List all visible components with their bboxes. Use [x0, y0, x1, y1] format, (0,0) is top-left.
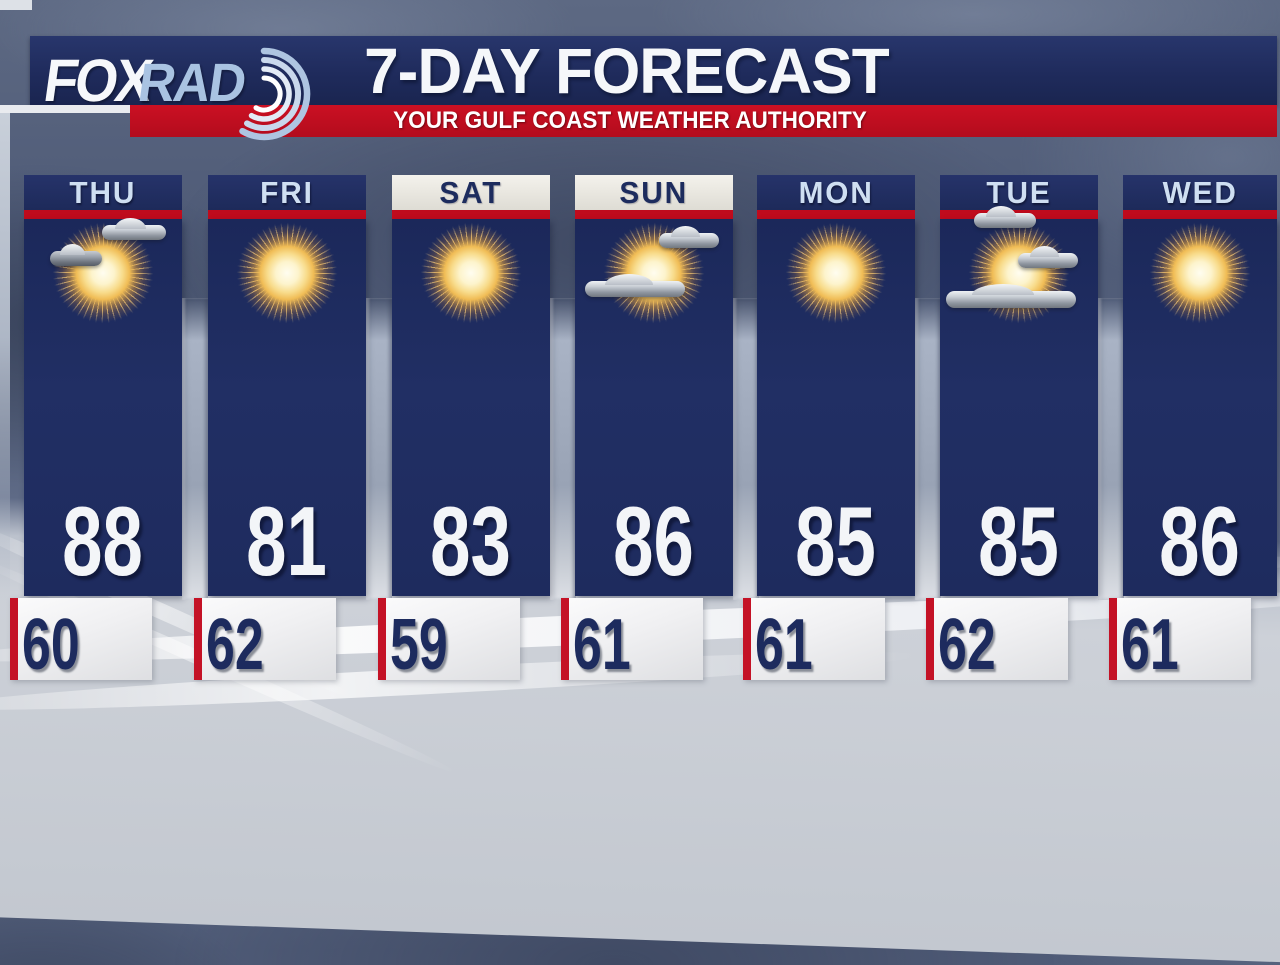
low-temp: 62: [206, 604, 264, 685]
set-pillar: [915, 298, 941, 600]
sunny-icon: [212, 203, 362, 343]
sun-glow: [1130, 203, 1270, 343]
high-temp: 88: [62, 486, 144, 596]
partly-cloudy-icon: [28, 203, 178, 343]
red-accent-bar: [561, 598, 569, 680]
sun-glow: [584, 203, 724, 343]
cloud-shape: [585, 274, 685, 297]
red-accent-bar: [378, 598, 386, 680]
radar-arcs-icon: [239, 47, 311, 141]
low-temp-box: 59: [378, 598, 520, 685]
low-temp-box: 61: [1109, 598, 1251, 685]
subtitle-banner: [130, 105, 1277, 137]
sun-glow: [766, 203, 906, 343]
high-temp: 81: [246, 486, 328, 596]
high-temp: 86: [613, 486, 695, 596]
set-pillar: [733, 298, 759, 600]
day-panel: 85: [940, 203, 1098, 596]
set-left-pillar: [0, 112, 10, 612]
low-temp: 59: [390, 604, 448, 685]
day-panel: 81: [208, 203, 366, 596]
forecast-column-thu: THU 88: [24, 175, 182, 596]
red-accent-bar: [1109, 598, 1117, 680]
partly-cloudy-icon: [579, 203, 729, 343]
set-pillar: [1098, 298, 1124, 600]
red-accent-bar: [194, 598, 202, 680]
forecast-column-tue: TUE 85: [940, 175, 1098, 596]
header-bar: [30, 36, 1277, 105]
forecast-column-fri: FRI 81: [208, 175, 366, 596]
low-temp: 61: [1121, 604, 1179, 685]
partly-cloudy-icon: [944, 203, 1094, 343]
sunny-icon: [761, 203, 911, 343]
header-underline: [0, 105, 130, 113]
day-panel: 83: [392, 203, 550, 596]
forecast-column-wed: WED 86: [1123, 175, 1277, 596]
low-temp: 61: [755, 604, 813, 685]
day-panel: 86: [575, 203, 733, 596]
red-accent-bar: [10, 598, 18, 680]
low-temp-box: 60: [10, 598, 152, 685]
forecast-column-sat: SAT 83: [392, 175, 550, 596]
sunny-icon: [396, 203, 546, 343]
page-subtitle-wrap: YOUR GULF COAST WEATHER AUTHORITY: [320, 106, 940, 136]
red-accent-bar: [926, 598, 934, 680]
cloud-shape: [946, 284, 1076, 308]
low-temp-box: 62: [194, 598, 336, 685]
set-pillar: [366, 298, 392, 600]
sun-glow: [401, 203, 541, 343]
forecast-column-sun: SUN 86: [575, 175, 733, 596]
cloud-shape: [1018, 246, 1078, 268]
page-title: 7-DAY FORECAST: [363, 34, 890, 107]
high-temp: 86: [1159, 486, 1241, 596]
sun-glow: [217, 203, 357, 343]
cloud-shape: [659, 226, 719, 248]
low-temp: 61: [573, 604, 631, 685]
page-subtitle: YOUR GULF COAST WEATHER AUTHORITY: [393, 107, 867, 134]
sun-glow: [33, 203, 173, 343]
low-temp-box: 61: [561, 598, 703, 685]
day-panel: 88: [24, 203, 182, 596]
day-panel: 85: [757, 203, 915, 596]
forecast-column-mon: MON 85: [757, 175, 915, 596]
foxrad-logo: FOX RAD: [40, 42, 330, 152]
set-pillar: [550, 298, 576, 600]
sunny-icon: [1125, 203, 1275, 343]
high-temp: 85: [978, 486, 1060, 596]
low-temp: 60: [22, 604, 80, 685]
low-temp: 62: [938, 604, 996, 685]
high-temp: 85: [795, 486, 877, 596]
day-panel: 86: [1123, 203, 1277, 596]
corner-sliver: [0, 0, 32, 10]
high-temp: 83: [430, 486, 512, 596]
cloud-shape: [974, 206, 1036, 228]
cloud-shape: [50, 244, 102, 266]
set-pillar: [182, 298, 208, 600]
low-temp-box: 61: [743, 598, 885, 685]
red-accent-bar: [743, 598, 751, 680]
cloud-shape: [102, 218, 166, 240]
page-title-wrap: 7-DAY FORECAST: [320, 34, 932, 107]
low-temp-box: 62: [926, 598, 1068, 685]
